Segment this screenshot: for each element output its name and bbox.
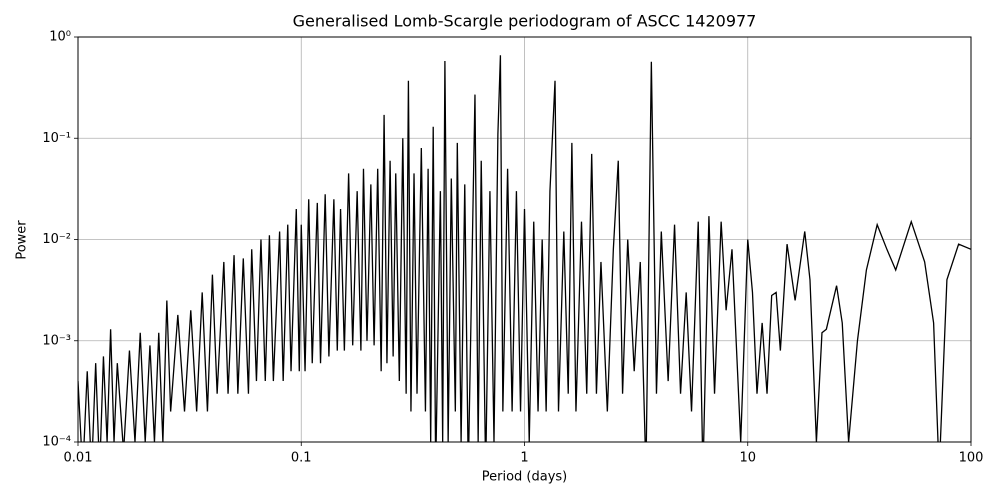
y-axis-label: Power bbox=[15, 220, 30, 260]
y-tick-label: 10⁻² bbox=[42, 232, 71, 247]
y-tick-label: 10⁰ bbox=[49, 30, 71, 45]
y-tick-label: 10⁻⁴ bbox=[42, 435, 71, 450]
y-tick-label: 10⁻³ bbox=[42, 333, 71, 348]
x-tick-label: 1 bbox=[520, 451, 528, 466]
plot-frame bbox=[77, 36, 972, 443]
x-tick-label: 0.1 bbox=[291, 451, 312, 466]
chart-title: Generalised Lomb-Scargle periodogram of … bbox=[293, 12, 757, 31]
x-axis-label: Period (days) bbox=[482, 470, 568, 485]
x-tick-label: 100 bbox=[959, 451, 984, 466]
x-tick-label: 10 bbox=[739, 451, 756, 466]
x-tick-label: 0.01 bbox=[64, 451, 93, 466]
periodogram-line bbox=[78, 55, 971, 442]
y-tick-label: 10⁻¹ bbox=[42, 131, 71, 146]
